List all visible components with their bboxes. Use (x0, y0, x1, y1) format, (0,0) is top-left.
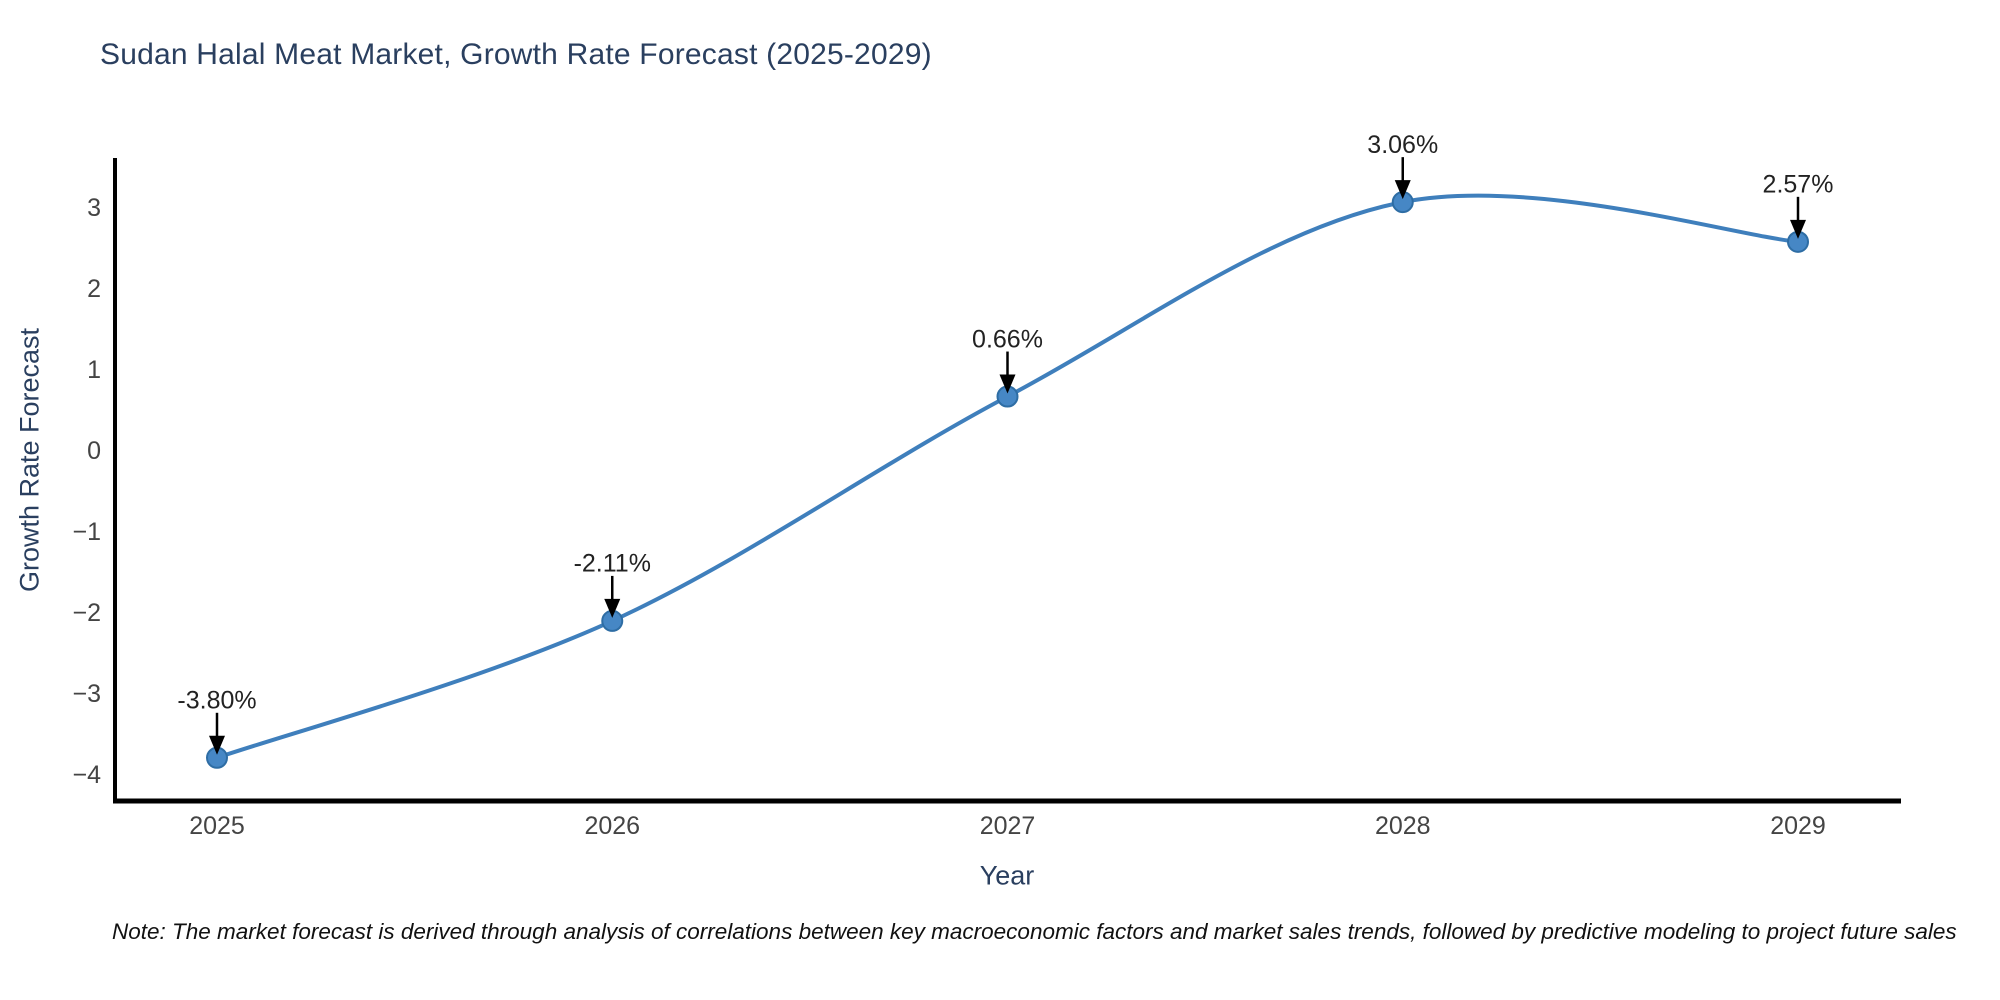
y-tick-label: 0 (87, 437, 101, 465)
x-tick-label: 2029 (1770, 812, 1826, 840)
x-tick-label: 2027 (980, 812, 1036, 840)
y-tick-label: −4 (72, 761, 101, 789)
annotation-label: -2.11% (574, 550, 651, 578)
annotation-arrowhead (604, 598, 621, 618)
forecast-line (215, 193, 1800, 760)
x-axis-title: Year (979, 860, 1035, 891)
annotation-arrowhead (1394, 180, 1411, 200)
y-tick-label: 1 (87, 356, 101, 384)
y-tick-label: 2 (87, 275, 101, 303)
annotation-arrowhead (209, 735, 225, 755)
annotation-arrowhead (999, 374, 1016, 394)
y-tick-label: −1 (72, 518, 101, 546)
y-tick-label: 3 (87, 194, 101, 222)
x-tick-label: 2028 (1375, 812, 1431, 840)
annotation-label: 0.66% (972, 325, 1043, 353)
annotation-arrowhead (1790, 219, 1806, 239)
chart-title: Sudan Halal Meat Market, Growth Rate For… (100, 38, 932, 71)
footnote: Note: The market forecast is derived thr… (112, 919, 1957, 944)
x-tick-label: 2026 (584, 812, 640, 840)
y-tick-label: −2 (72, 599, 101, 627)
y-tick-label: −3 (72, 680, 101, 708)
annotation-label: 3.06% (1367, 131, 1438, 159)
annotation-label: -3.80% (177, 687, 256, 715)
annotation-label: 2.57% (1763, 171, 1834, 199)
x-tick-label: 2025 (189, 812, 245, 840)
y-axis-title: Growth Rate Forecast (14, 327, 45, 593)
